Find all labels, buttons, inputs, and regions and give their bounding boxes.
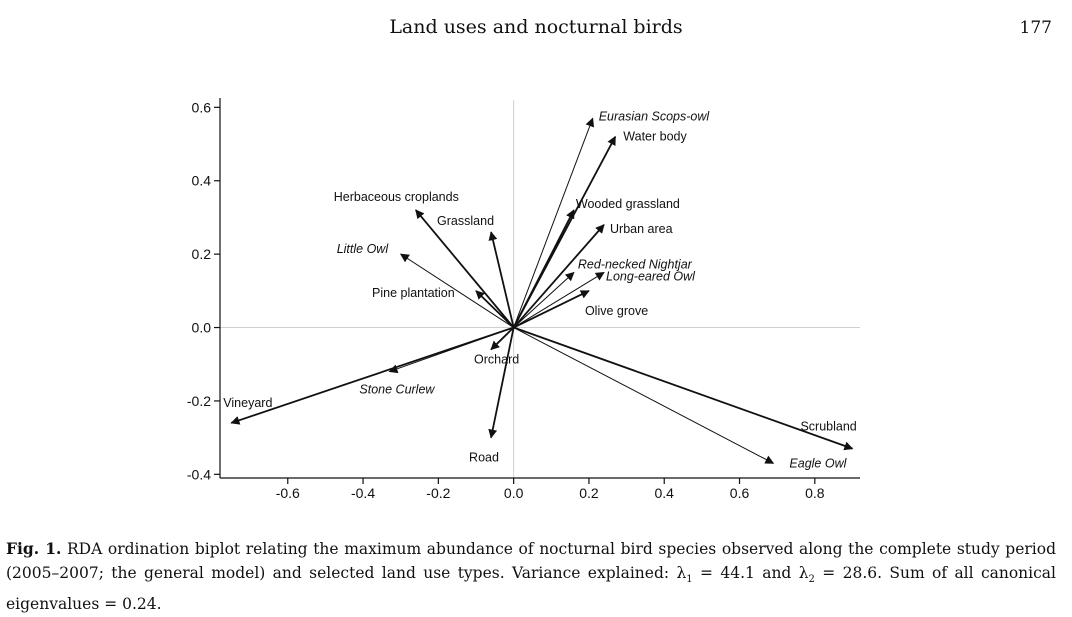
vector-label-scrubland: Scrubland [800, 420, 856, 434]
y-tick-label: 0.2 [192, 246, 212, 262]
page-number: 177 [1019, 18, 1052, 38]
vector-arrow-wooded-grassland [512, 209, 575, 328]
running-head-title: Land uses and nocturnal birds [389, 16, 683, 38]
y-tick-label: -0.2 [187, 393, 211, 409]
vector-arrow-orchard [490, 326, 515, 351]
caption-sub-2: 2 [808, 574, 815, 586]
x-tick-label: -0.2 [426, 485, 450, 501]
vector-label-little-owl: Little Owl [337, 242, 390, 256]
vector-label-eurasian-scops-owl: Eurasian Scops-owl [599, 109, 711, 123]
vector-label-olive-grove: Olive grove [585, 304, 648, 318]
x-tick-label: 0.8 [805, 485, 825, 501]
vector-label-long-eared-owl: Long-eared Owl [606, 269, 696, 283]
vector-arrow-vineyard [230, 326, 514, 425]
vector-label-red-necked-nightjar: Red-necked Nightjar [578, 257, 693, 271]
figure-label: Fig. 1. [6, 539, 62, 558]
vector-label-orchard: Orchard [474, 353, 519, 367]
vector-label-wooded-grassland: Wooded grassland [576, 197, 680, 211]
caption-text-2: = 44.1 and λ [692, 564, 809, 582]
vector-arrow-scrubland [513, 326, 854, 451]
y-tick-label: 0.6 [192, 99, 212, 115]
vector-arrow-olive-grove [513, 290, 590, 329]
vector-arrow-road [488, 327, 515, 439]
y-tick-label: -0.4 [187, 466, 211, 482]
y-tick-label: 0.4 [192, 173, 212, 189]
vector-label-urban-area: Urban area [610, 222, 673, 236]
caption-text-1: RDA ordination biplot relating the maxim… [6, 540, 1056, 582]
vector-label-road: Road [469, 451, 499, 465]
vector-label-grassland: Grassland [437, 214, 494, 228]
vector-arrow-eurasian-scops-owl [513, 117, 595, 328]
x-tick-label: 0.0 [504, 485, 524, 501]
x-tick-label: 0.6 [730, 485, 750, 501]
figure-caption: Fig. 1. RDA ordination biplot relating t… [6, 537, 1056, 616]
vector-arrow-herbaceous-croplands [415, 209, 515, 329]
x-tick-label: -0.6 [276, 485, 300, 501]
vector-arrow-urban-area [512, 224, 605, 329]
vector-arrow-long-eared-owl [513, 272, 605, 328]
x-tick-label: 0.4 [655, 485, 675, 501]
vector-label-pine-plantation: Pine plantation [372, 286, 455, 300]
vector-label-herbaceous-croplands: Herbaceous croplands [334, 190, 459, 204]
x-tick-label: 0.2 [579, 485, 599, 501]
vector-arrow-pine-plantation [475, 290, 515, 329]
vector-arrow-eagle-owl [513, 327, 775, 464]
vector-label-water-body: Water body [623, 130, 687, 144]
vector-label-eagle-owl: Eagle Owl [789, 456, 847, 470]
vector-arrow-red-necked-nightjar [513, 271, 575, 328]
caption-text-3: = 28.6. Sum of all canonical eigenvalues… [6, 564, 1056, 614]
caption-sub-1: 1 [686, 574, 693, 586]
rda-biplot: 0.6 0.4 0.2 0.0 -0.2 -0.4 -0.6 -0.4 -0.2 0.0 0.2 0.… [187, 98, 860, 501]
vector-label-stone-curlew: Stone Curlew [359, 383, 435, 397]
vector-arrow-grassland [488, 231, 515, 328]
x-tick-label: -0.4 [351, 485, 375, 501]
vector-arrow-little-owl [399, 253, 514, 328]
vector-label-vineyard: Vineyard [223, 396, 272, 410]
y-tick-label: 0.0 [192, 320, 212, 336]
